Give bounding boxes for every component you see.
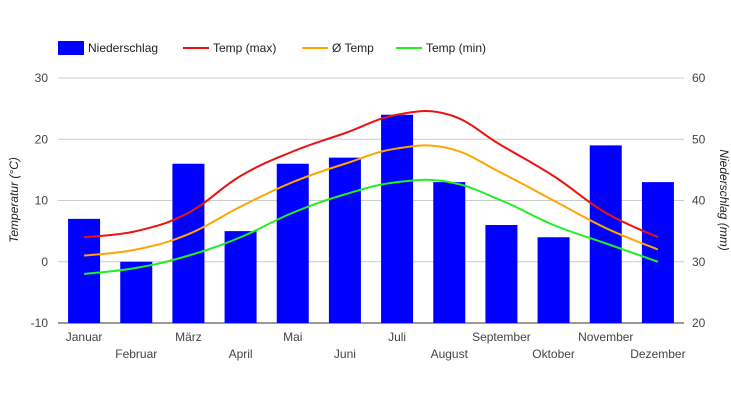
x-tick-label: Februar [115, 347, 157, 361]
bar-februar [120, 261, 153, 323]
bar-april [224, 231, 257, 323]
bar-september [485, 225, 518, 323]
bar-november [589, 145, 622, 323]
x-tick-label: Juli [388, 330, 406, 344]
bar-mai [276, 163, 309, 323]
left-tick-label: -10 [31, 316, 49, 330]
left-tick-label: 30 [35, 71, 49, 85]
left-tick-label: 10 [35, 194, 49, 208]
left-axis-title: Temperatur (°C) [7, 157, 21, 243]
bar-januar [68, 218, 101, 323]
x-tick-label: Dezember [630, 347, 685, 361]
right-tick-label: 20 [692, 316, 706, 330]
x-tick-label: August [431, 347, 469, 361]
legend-label: Ø Temp [332, 41, 374, 55]
bar-dezember [641, 182, 674, 323]
line-temp-avg [83, 144, 659, 257]
precipitation-bars [68, 114, 674, 323]
x-tick-label: April [229, 347, 253, 361]
x-tick-label: Oktober [532, 347, 575, 361]
x-tick-label: September [472, 330, 531, 344]
left-axis-tick-labels: 30 20 10 0 -10 [31, 71, 49, 330]
right-tick-label: 30 [692, 255, 706, 269]
right-tick-label: 50 [692, 132, 706, 146]
x-tick-label: März [175, 330, 202, 344]
x-axis-tick-labels: Januar Februar März April Mai Juni Juli AugustS… [66, 330, 686, 361]
right-tick-label: 40 [692, 194, 706, 208]
legend-label: Temp (min) [426, 41, 486, 55]
legend-item: Temp (max) [183, 41, 276, 55]
legend-item: Ø Temp [302, 41, 374, 55]
line-temp-min [83, 178, 659, 275]
bar-oktober [537, 237, 570, 323]
x-tick-label: Januar [66, 330, 103, 344]
temperature-lines [83, 110, 659, 275]
right-axis-tick-labels: 60 50 40 30 20 [692, 71, 706, 330]
left-tick-label: 0 [41, 255, 48, 269]
legend-label: Niederschlag [88, 41, 158, 55]
left-tick-label: 20 [35, 132, 49, 146]
bar-märz [172, 163, 205, 323]
legend-item: Temp (min) [396, 41, 486, 55]
bar-juli [381, 114, 414, 323]
line-temp-max [83, 110, 659, 239]
right-tick-label: 60 [692, 71, 706, 85]
legend: Niederschlag Temp (max) Ø Temp Temp (min) [58, 41, 486, 55]
legend-label: Temp (max) [213, 41, 276, 55]
legend-item: Niederschlag [58, 41, 158, 55]
x-tick-label: Mai [283, 330, 302, 344]
x-tick-label: November [578, 330, 633, 344]
bar-august [433, 182, 466, 323]
x-tick-label: Juni [334, 347, 356, 361]
right-axis-title: Niederschlag (mm) [717, 149, 731, 250]
bar-juni [328, 157, 361, 323]
legend-swatch [58, 41, 84, 55]
